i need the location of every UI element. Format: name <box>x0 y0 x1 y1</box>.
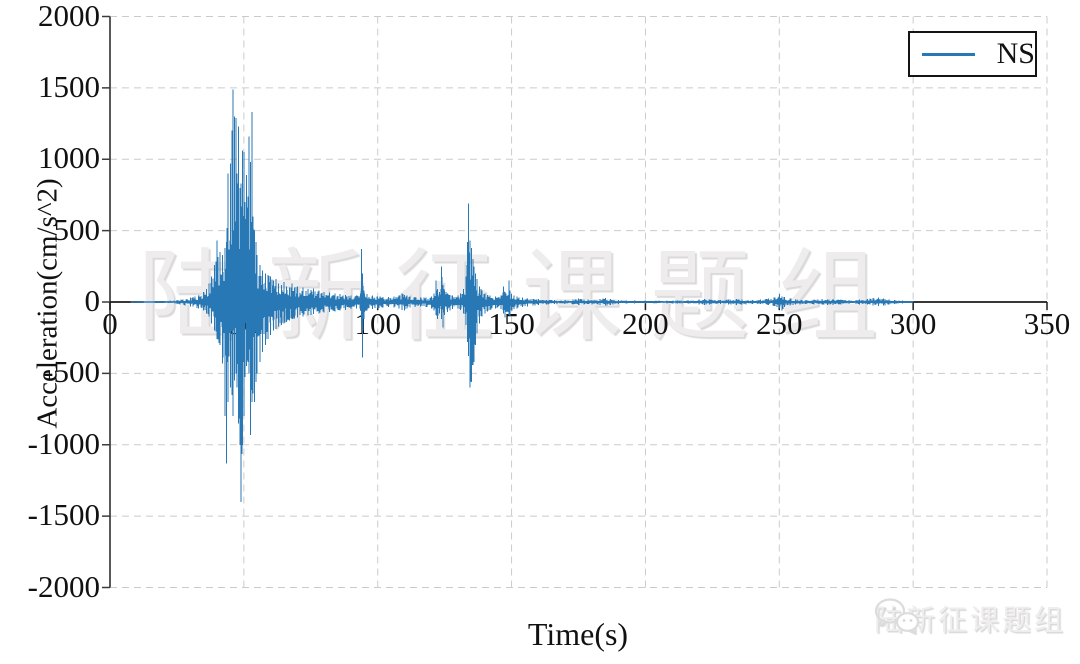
legend-series-label: NS <box>996 37 1035 70</box>
legend-line-swatch <box>922 52 975 56</box>
watermark-badge: 陆新征课题组 <box>874 597 1066 639</box>
x-axis-title: Time(s) <box>527 616 629 652</box>
y-axis-title: Acceleration(cm/s^2) <box>31 178 64 429</box>
wechat-icon <box>874 598 920 636</box>
legend-box: NS <box>908 31 1037 77</box>
